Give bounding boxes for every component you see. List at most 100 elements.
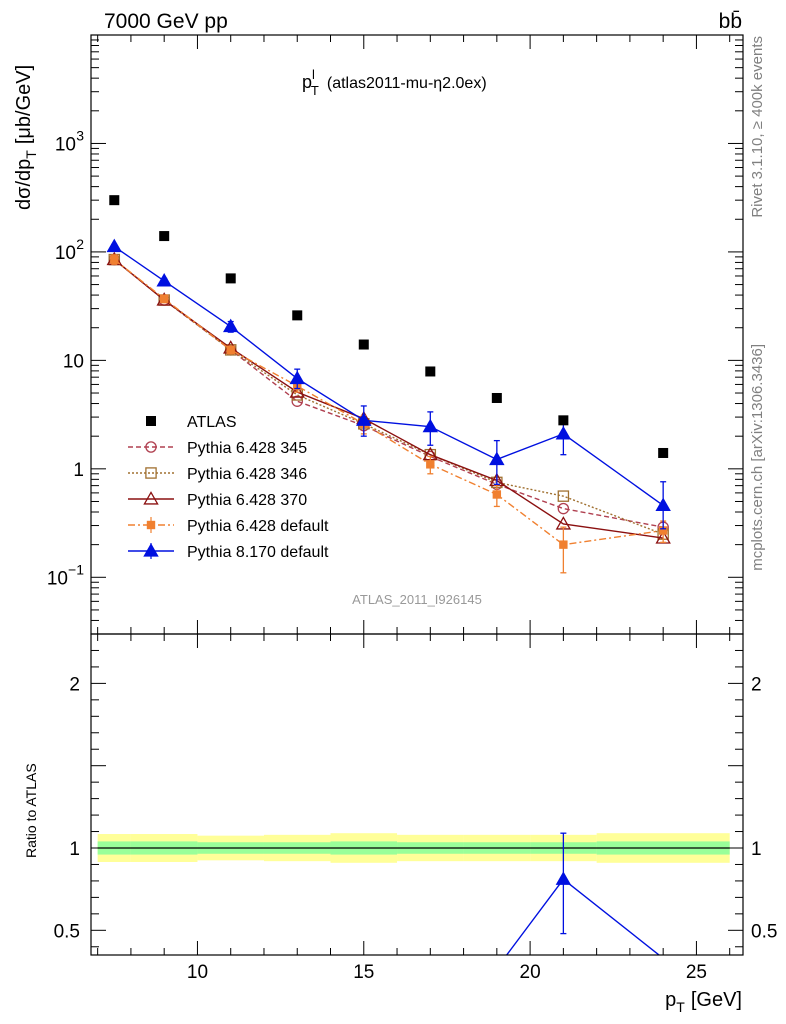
y-tick-label-main-base-4: 10 — [55, 134, 76, 155]
y-tick-label-ratio-right-1: 1 — [751, 839, 762, 860]
legend-marker-0 — [146, 416, 156, 426]
y-tick-label-ratio-left-0.5: 0.5 — [54, 921, 80, 942]
legend-label-3: Pythia 6.428 370 — [187, 492, 307, 509]
y-tick-label-main-1: 1 — [73, 460, 84, 481]
data-point-1 — [159, 231, 170, 242]
series-line-3 — [113, 259, 664, 546]
data-point-7 — [558, 415, 569, 426]
data-point-6 — [491, 392, 502, 403]
data-point-5 — [425, 366, 436, 377]
legend-marker-4 — [146, 520, 156, 530]
series-line-0 — [113, 259, 664, 528]
series-4-point-1 — [156, 273, 172, 287]
legend-label-4: Pythia 6.428 default — [187, 518, 329, 535]
data-point-8 — [658, 447, 669, 458]
series-3-point-6 — [492, 490, 502, 499]
series-4-point-6 — [489, 451, 505, 466]
ratio-plot-frame — [90, 633, 744, 956]
legend-marker-5 — [143, 543, 159, 557]
legend-label-5: Pythia 8.170 default — [187, 544, 329, 561]
y-tick-label-ratio-left-1: 1 — [69, 839, 80, 860]
legend-label-1: Pythia 6.428 345 — [187, 440, 307, 457]
legend-label-2: Pythia 6.428 346 — [187, 466, 307, 483]
y-tick-label-main-2: 10 — [63, 351, 84, 372]
x-axis-label: pT [GeV] — [665, 989, 742, 1015]
y-tick-label-main-3: 210 — [55, 236, 84, 264]
y-tick-label-main-base-0: 10 — [47, 568, 68, 589]
legend-entry-4: Pythia 6.428 default — [128, 517, 329, 535]
series-3-point-5 — [426, 460, 435, 469]
y-tick-label-main-4: 310 — [55, 127, 84, 155]
legend: ATLAS Pythia 6.428 345 Pythia 6.428 346 Pyt… — [128, 414, 329, 561]
series-4-point-4 — [356, 412, 372, 426]
series-3-point-2 — [226, 345, 235, 355]
y-tick-label-main-exp-0: −1 — [68, 561, 84, 577]
ratio-series — [505, 832, 661, 955]
analysis-label: ATLAS_2011_I926145 — [352, 592, 482, 607]
legend-marker-3 — [143, 491, 159, 505]
series-4-point-5 — [422, 418, 439, 433]
x-axis-label-text: p — [665, 989, 676, 1011]
data-point-4 — [358, 339, 369, 350]
main-series — [106, 195, 671, 574]
x-axis-label-unit: [GeV] — [691, 989, 742, 1011]
series-1-point-7 — [557, 490, 570, 502]
series-2-point-3 — [289, 384, 305, 398]
energy-label: 7000 GeV pp — [104, 10, 228, 33]
legend-label-0: ATLAS — [187, 414, 237, 431]
y-axis-label-ratio: Ratio to ATLAS — [23, 763, 39, 858]
rivet-label: Rivet 3.1.10, ≥ 400k events — [749, 36, 766, 218]
y-tick-label-main-base-3: 10 — [55, 243, 76, 264]
y-tick-label-ratio-right-2: 2 — [751, 674, 762, 695]
plot-title-sub: T — [311, 83, 319, 98]
data-point-2 — [225, 273, 236, 284]
process-label: bb̄ — [719, 10, 742, 33]
legend-entry-3: Pythia 6.428 370 — [128, 491, 307, 509]
series-0-point-3 — [291, 395, 303, 407]
x-tick-label-25: 25 — [686, 962, 707, 983]
x-tick-label-10: 10 — [187, 962, 208, 983]
series-4-point-8 — [655, 497, 671, 512]
y-tick-label-main-exp-4: 3 — [76, 127, 84, 143]
series-3-point-8 — [658, 526, 668, 535]
plot-title-sup: l — [312, 67, 315, 82]
y-tick-label-main-0: −110 — [47, 561, 84, 589]
series-4-point-3 — [289, 370, 305, 385]
x-axis-label-sub: T — [676, 999, 685, 1015]
x-tick-label-15: 15 — [353, 962, 374, 983]
legend-marker-1 — [145, 441, 157, 453]
y-axis-label-main: dσ/dpT [μb/GeV] — [13, 65, 39, 210]
series-3-point-1 — [159, 294, 169, 303]
axis-ticks — [91, 35, 743, 955]
legend-entry-2: Pythia 6.428 346 — [128, 466, 307, 483]
series-3-point-7 — [559, 540, 568, 549]
series-0-point-7 — [557, 502, 570, 515]
y-tick-label-main-exp-3: 2 — [76, 236, 84, 252]
legend-entry-0: ATLAS — [146, 414, 237, 431]
plot-title-extra: (atlas2011-mu-η2.0ex) — [327, 75, 487, 92]
series-2-point-8 — [655, 530, 671, 544]
x-tick-label-20: 20 — [520, 962, 541, 983]
legend-entry-5: Pythia 8.170 default — [128, 543, 329, 561]
y-tick-label-ratio-left-2: 2 — [69, 674, 80, 695]
data-point-3 — [292, 310, 303, 321]
series-3-point-0 — [110, 255, 119, 264]
ratio-0-point-1 — [555, 871, 572, 885]
series-4-point-2 — [222, 318, 239, 333]
plot-title: pl T (atlas2011-mu-η2.0ex) — [302, 67, 487, 98]
y-axis-label-main-sub: T — [23, 150, 39, 159]
legend-marker-2 — [145, 467, 157, 479]
y-tick-label-main-base-1: 1 — [73, 460, 84, 481]
y-tick-label-main-base-2: 10 — [63, 351, 84, 372]
plot-title-main: p — [302, 72, 312, 92]
y-tick-label-ratio-right-0.5: 0.5 — [751, 921, 777, 942]
y-axis-label-main-text: dσ/dp — [13, 159, 35, 210]
series-4-point-7 — [555, 425, 572, 440]
y-axis-label-main-unit: [μb/GeV] — [13, 65, 35, 144]
series-4-point-0 — [106, 238, 123, 253]
legend-entry-1: Pythia 6.428 345 — [128, 440, 307, 457]
mcplots-label: mcplots.cern.ch [arXiv:1306.3436] — [749, 344, 766, 571]
data-point-0 — [109, 195, 120, 206]
